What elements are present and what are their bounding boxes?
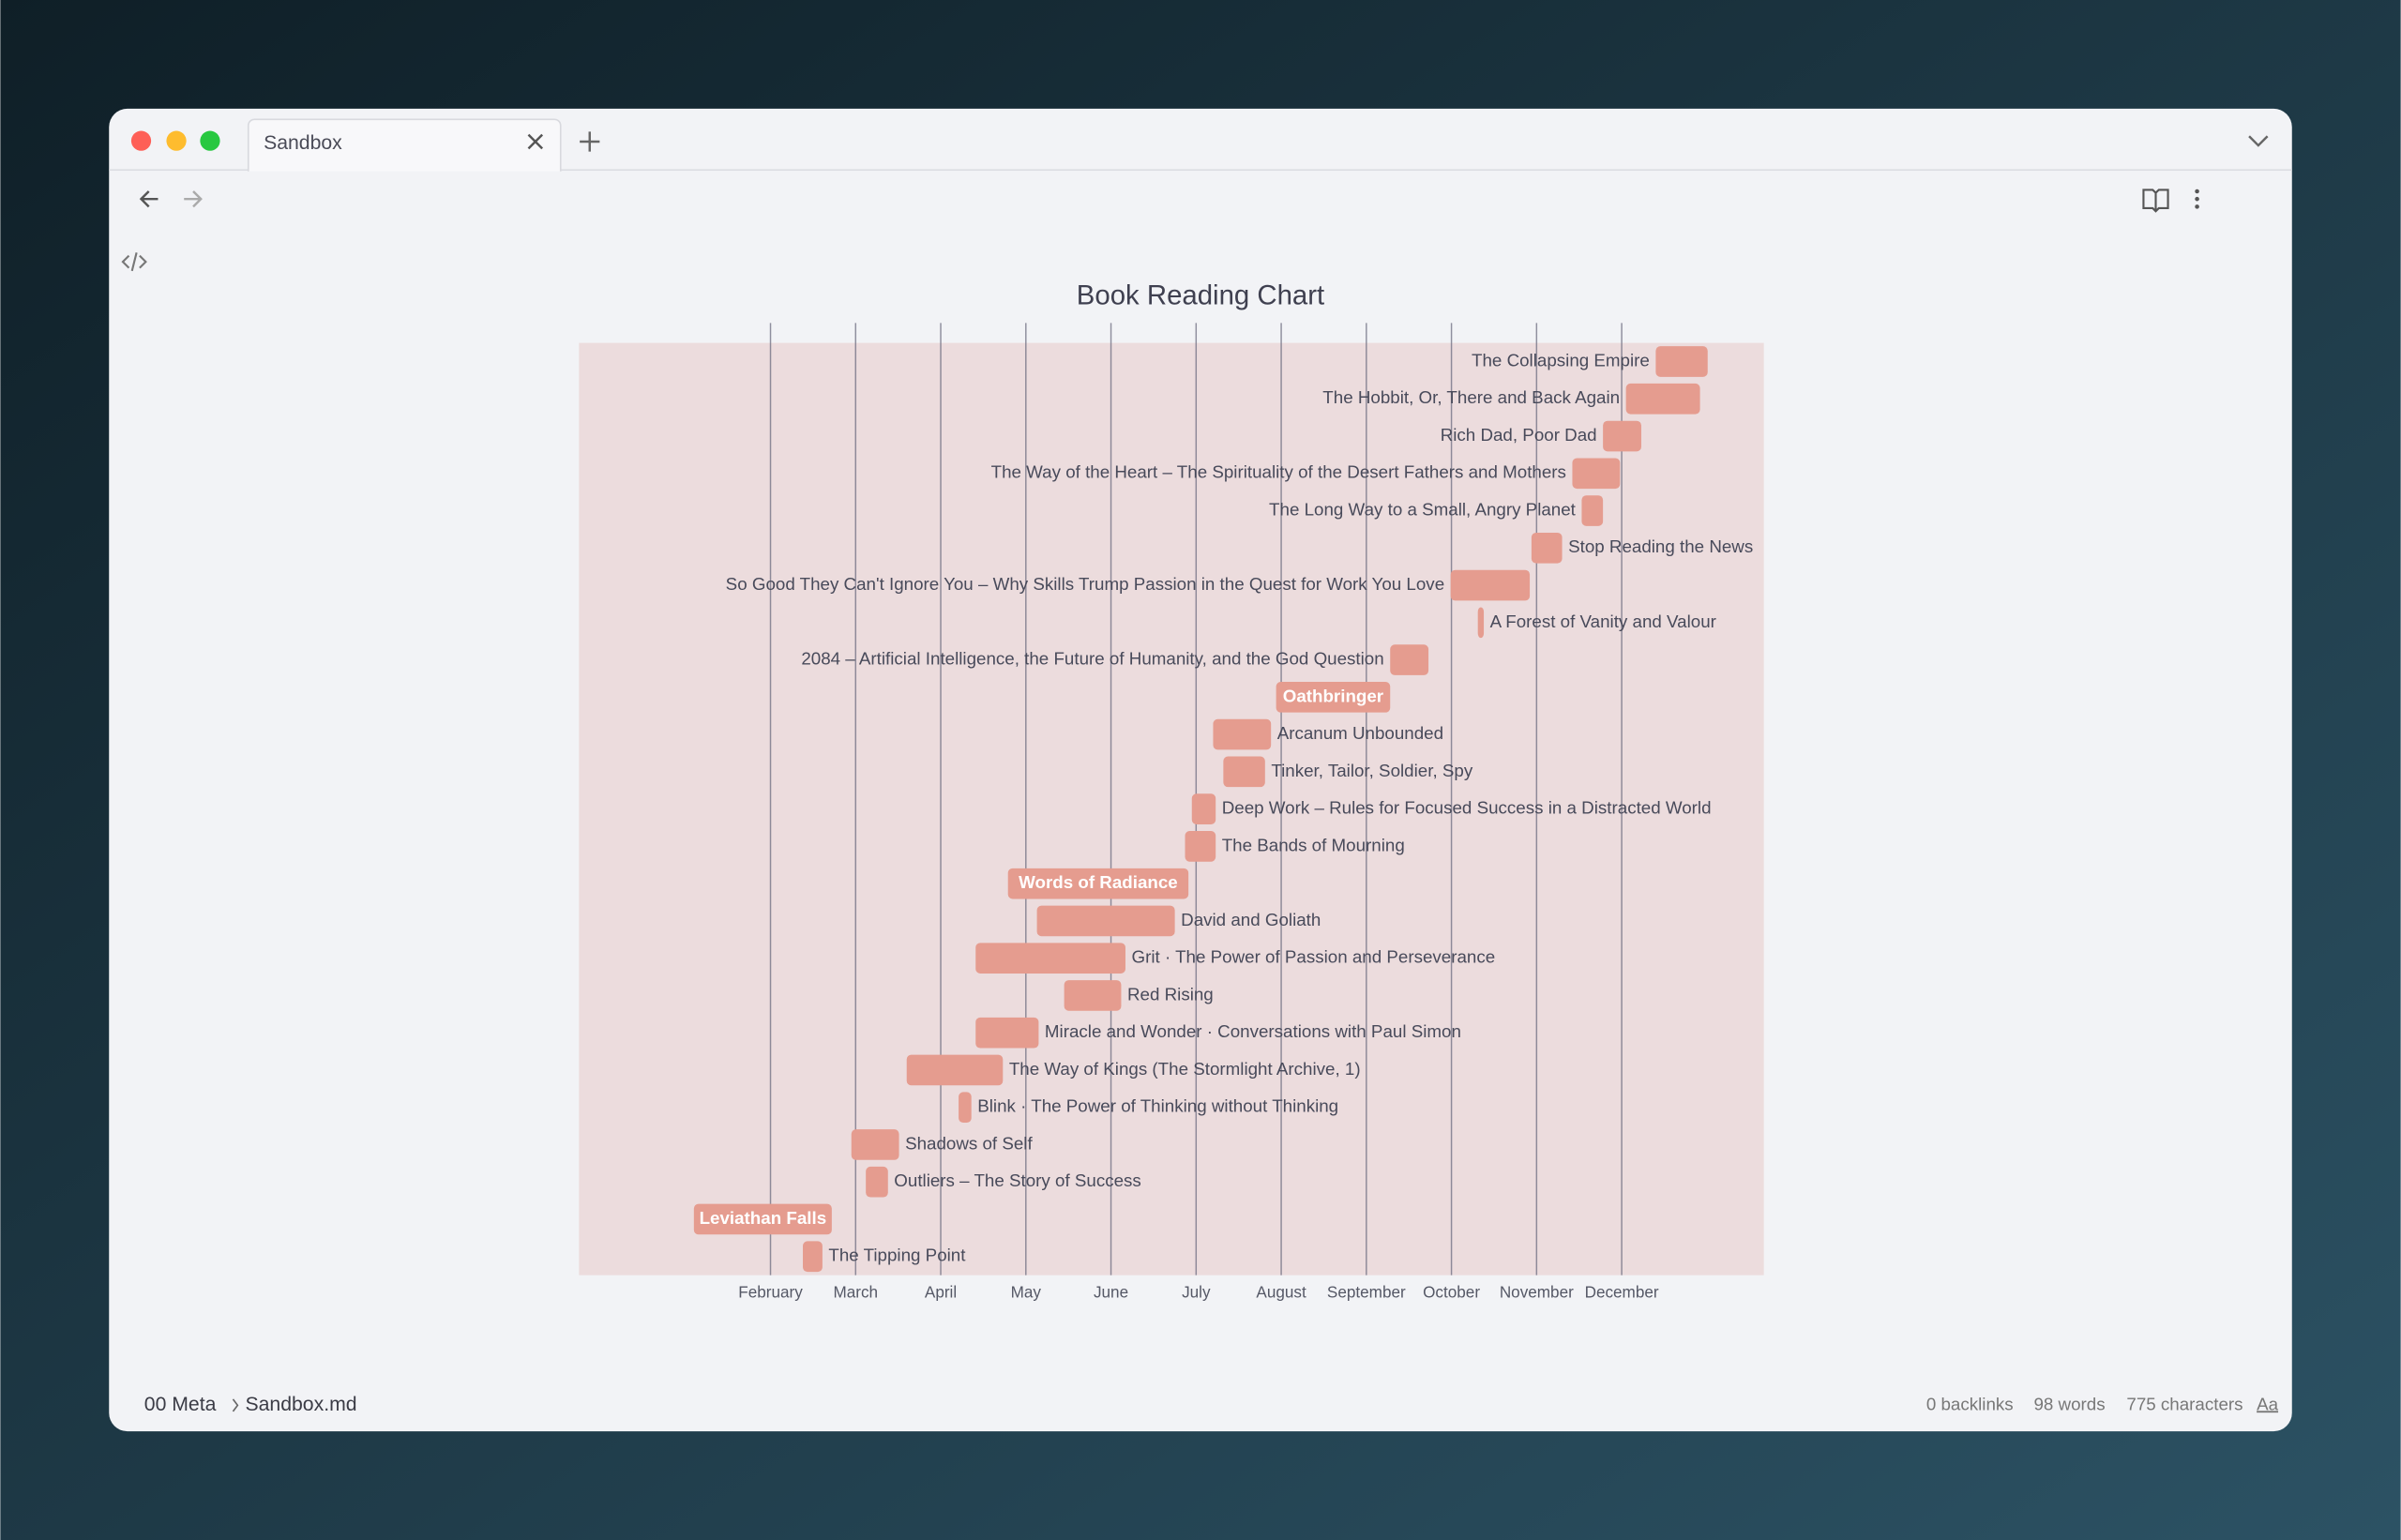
tab[interactable] bbox=[247, 118, 562, 172]
bar bbox=[1223, 756, 1265, 788]
x-tick-label: August bbox=[1256, 1283, 1306, 1302]
bar-label: Arcanum Unbounded bbox=[1277, 723, 1443, 743]
new-tab[interactable] bbox=[580, 131, 600, 152]
bar bbox=[803, 1241, 823, 1273]
source-mode[interactable] bbox=[121, 252, 147, 272]
bar bbox=[1477, 607, 1485, 639]
x-tick-label: November bbox=[1500, 1283, 1574, 1302]
bar-label: The Collapsing Empire bbox=[1472, 350, 1650, 370]
bar bbox=[866, 1166, 888, 1198]
bar-label: Red Rising bbox=[1127, 984, 1214, 1004]
bar bbox=[1531, 532, 1563, 564]
bar-label: Stop Reading the News bbox=[1568, 536, 1753, 556]
bar-label: The Long Way to a Small, Angry Planet bbox=[1269, 499, 1577, 519]
bar-label: Deep Work – Rules for Focused Success in… bbox=[1222, 798, 1712, 818]
x-tick-label: February bbox=[738, 1283, 803, 1302]
bar bbox=[906, 1054, 1004, 1086]
bar bbox=[1450, 569, 1531, 601]
bar-label: Tinker, Tailor, Soldier, Spy bbox=[1271, 761, 1472, 780]
x-tick-label: April bbox=[925, 1283, 957, 1302]
bar-label: David and Goliath bbox=[1181, 910, 1321, 929]
char-count: 775 characters bbox=[2126, 1394, 2242, 1413]
bar bbox=[1655, 346, 1708, 377]
minimize-window[interactable] bbox=[166, 130, 187, 151]
bar-label: Rich Dad, Poor Dad bbox=[1441, 425, 1597, 445]
bar-label: Grit · The Power of Passion and Persever… bbox=[1132, 947, 1496, 967]
bar bbox=[1007, 868, 1189, 899]
bar bbox=[1581, 495, 1604, 526]
breadcrumb-separator bbox=[232, 1398, 239, 1412]
bar-label: A Forest of Vanity and Valour bbox=[1490, 611, 1716, 631]
bar-label: The Hobbit, Or, There and Back Again bbox=[1322, 387, 1620, 407]
bar bbox=[1603, 420, 1641, 452]
bar bbox=[1625, 383, 1700, 415]
bar-label: Words of Radiance bbox=[1019, 872, 1178, 892]
bar bbox=[1572, 458, 1621, 490]
bar-label: Outliers – The Story of Success bbox=[894, 1170, 1141, 1190]
bar bbox=[1276, 682, 1391, 713]
reading-view[interactable] bbox=[2142, 189, 2169, 213]
x-tick-label: June bbox=[1094, 1283, 1128, 1302]
x-tick-label: December bbox=[1585, 1283, 1659, 1302]
chart-title: Book Reading Chart bbox=[1077, 279, 1324, 310]
bar bbox=[1064, 980, 1122, 1011]
forward[interactable] bbox=[184, 190, 203, 208]
bar bbox=[851, 1129, 899, 1160]
tab-title: Sandbox bbox=[264, 132, 342, 154]
word-count: 98 words bbox=[2033, 1394, 2105, 1413]
bar-label: The Tipping Point bbox=[828, 1246, 966, 1265]
x-tick-label: September bbox=[1327, 1283, 1406, 1302]
backlinks: 0 backlinks bbox=[1926, 1394, 2014, 1413]
bar-label: The Way of Kings (The Stormlight Archive… bbox=[1009, 1059, 1361, 1079]
bar-label: The Way of the Heart – The Spirituality … bbox=[991, 462, 1566, 482]
bar-label: So Good They Can't Ignore You – Why Skil… bbox=[726, 574, 1444, 594]
bar bbox=[975, 943, 1125, 974]
back[interactable] bbox=[139, 190, 159, 208]
font-settings[interactable]: Aa bbox=[2257, 1394, 2279, 1413]
bar-label: Shadows of Self bbox=[905, 1133, 1033, 1153]
bar bbox=[975, 1017, 1039, 1049]
bar-label: Blink · The Power of Thinking without Th… bbox=[977, 1096, 1338, 1116]
bar bbox=[1191, 793, 1216, 824]
bar-label: The Bands of Mourning bbox=[1222, 835, 1405, 854]
bar bbox=[693, 1203, 832, 1235]
tab-list[interactable] bbox=[2248, 135, 2269, 147]
x-tick-label: May bbox=[1011, 1283, 1042, 1302]
close-window[interactable] bbox=[130, 130, 152, 151]
x-tick-label: March bbox=[833, 1283, 878, 1302]
breadcrumb-file[interactable]: Sandbox.md bbox=[246, 1394, 357, 1415]
more-options[interactable] bbox=[2195, 189, 2199, 209]
bar-label: Oathbringer bbox=[1283, 686, 1384, 705]
bar-label: 2084 – Artificial Intelligence, the Futu… bbox=[801, 649, 1383, 669]
plot-area bbox=[579, 342, 1764, 1276]
bar bbox=[1185, 831, 1216, 862]
bar-label: Leviathan Falls bbox=[700, 1208, 827, 1228]
bar bbox=[1036, 905, 1175, 937]
bar-label: Miracle and Wonder · Conversations with … bbox=[1045, 1021, 1461, 1041]
bar bbox=[1213, 718, 1272, 750]
maximize-window[interactable] bbox=[200, 130, 220, 151]
bar bbox=[959, 1092, 972, 1124]
x-tick-label: July bbox=[1182, 1283, 1211, 1302]
bar bbox=[1390, 644, 1429, 675]
breadcrumb-folder[interactable]: 00 Meta bbox=[144, 1394, 217, 1415]
tab-close[interactable] bbox=[527, 133, 544, 150]
x-tick-label: October bbox=[1423, 1283, 1480, 1302]
